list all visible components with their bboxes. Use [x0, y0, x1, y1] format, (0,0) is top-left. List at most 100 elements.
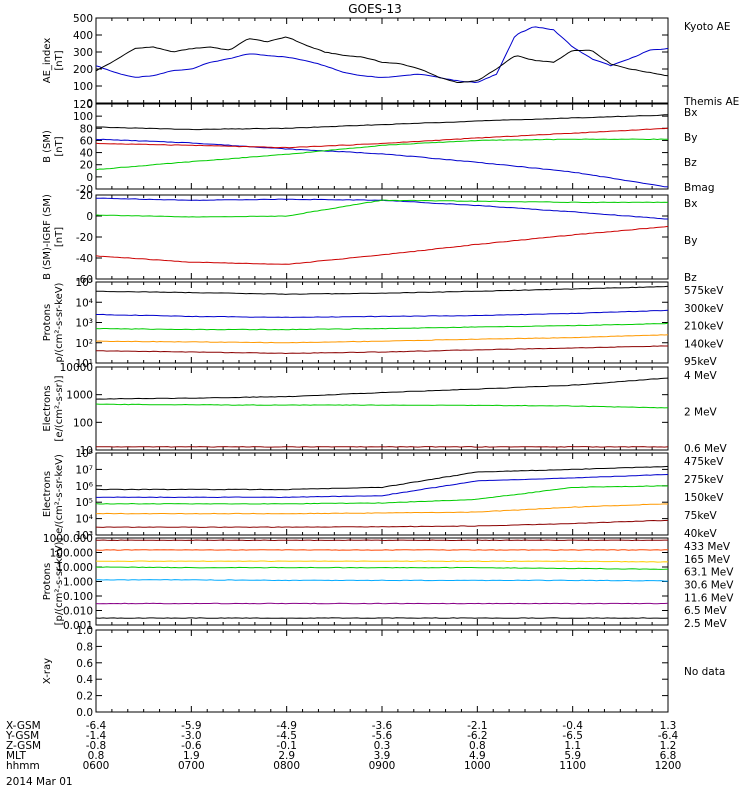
y-tick-label: 10.000 — [56, 562, 93, 574]
legend-entry: 63.1 MeV — [684, 567, 734, 579]
ephemeris-row-label: X-GSM — [6, 720, 41, 732]
ephemeris-value: 0700 — [178, 760, 205, 772]
y-tick-label: -40 — [76, 253, 93, 265]
y-tick-label: 60 — [80, 135, 93, 147]
panel-frame — [95, 103, 669, 190]
date-label: 2014 Mar 01 — [6, 776, 73, 788]
y-axis-label: Electrons [e/(cm²-s-sr)] — [42, 375, 65, 441]
y-axis-label-line1: B (SM)-IGRF (SM) — [42, 194, 53, 280]
panel-7: 0.001 0.010 0.100 1.000 10.000 100.000 1000.00… — [42, 533, 734, 632]
series-line-1 — [95, 334, 669, 344]
y-tick-label: 10⁷ — [75, 464, 93, 476]
y-axis-label-line2: e/(cm²-s-sr-keV) — [54, 454, 65, 534]
y-tick-label: 20 — [80, 190, 93, 202]
ephemeris-value: -0.4 — [562, 720, 583, 732]
panel-4: 10¹ 10² 10³ 10⁴ 10⁵ Protons p/(cm²-s-sr-keV) 57… — [42, 277, 724, 370]
panel-frame — [95, 366, 669, 451]
y-tick-label: 1.0 — [76, 625, 93, 637]
ephemeris-value: -3.6 — [372, 720, 393, 732]
series-line-5 — [95, 602, 669, 605]
ephemeris-value: -6.2 — [467, 730, 488, 742]
ephemeris-value: 0900 — [369, 760, 396, 772]
legend-entry: Bz — [684, 272, 697, 284]
y-axis-label: Protons [p/(cm²-s-sr-keV)] — [42, 538, 65, 626]
ephemeris-value: -5.6 — [372, 730, 393, 742]
y-tick-label: 100.000 — [50, 548, 93, 560]
y-axis-label-line2: [nT] — [54, 227, 65, 247]
y-axis-label-line2: p/(cm²-s-sr-keV) — [54, 282, 65, 362]
series-line-2 — [95, 560, 669, 563]
y-axis-label: Protons p/(cm²-s-sr-keV) — [42, 282, 65, 362]
y-tick-label: -20 — [76, 232, 93, 244]
y-tick-label: 0.6 — [76, 658, 93, 670]
series-line-1 — [95, 138, 669, 171]
legend-entry: 11.6 MeV — [684, 592, 734, 604]
series-line-0 — [96, 197, 668, 220]
ephemeris-row-label: hhmm — [6, 760, 40, 772]
y-tick-label: 0.100 — [63, 591, 93, 603]
y-axis-label-line2: [e/(cm²-s-sr)] — [54, 375, 65, 441]
legend-entry: 95keV — [684, 356, 718, 368]
y-tick-label: 1000 — [66, 390, 93, 402]
ephemeris-value: -1.4 — [86, 730, 107, 742]
ephemeris-value: -6.4 — [86, 720, 107, 732]
ephemeris-value: 3.9 — [374, 750, 391, 762]
series-line-2 — [95, 485, 669, 505]
legend-entry: Bx — [684, 198, 697, 210]
ephemeris-value: 4.9 — [469, 750, 486, 762]
y-axis-label-line2: [nT] — [54, 136, 65, 156]
y-tick-label: 0.4 — [76, 674, 93, 686]
y-tick-label: 100 — [73, 417, 93, 429]
legend-entry: Bmag — [684, 182, 715, 194]
y-tick-label: 10 — [80, 445, 93, 457]
ephemeris-row-label: Y-GSM — [5, 730, 39, 742]
y-tick-label: 0.8 — [76, 641, 93, 653]
legend-entry: 6.5 MeV — [684, 605, 728, 617]
panel-frame — [95, 17, 669, 104]
ephemeris-table: X-GSM -6.4 -5.9 -4.9 -3.6 -2.1 -0.4 1.3 Y-GSM -1.… — [5, 720, 681, 772]
legend-entry: 575keV — [684, 285, 724, 297]
legend-entry: 2 MeV — [684, 407, 718, 419]
legend-entry: 475keV — [684, 456, 724, 468]
legend-entry: 75keV — [684, 510, 718, 522]
y-tick-label: 10⁵ — [75, 497, 93, 509]
ephemeris-value: 5.9 — [564, 750, 581, 762]
ephemeris-value: -0.1 — [276, 740, 297, 752]
legend-entry: 165 MeV — [684, 554, 731, 566]
series-line-1 — [95, 199, 669, 218]
y-tick-label: 200 — [73, 64, 93, 76]
y-tick-label: 20 — [80, 160, 93, 172]
y-axis-label-line1: Protons — [42, 304, 53, 341]
series-line-2 — [95, 127, 669, 149]
y-tick-label: 10⁴ — [75, 297, 93, 309]
ephemeris-value: -6.5 — [562, 730, 583, 742]
y-tick-label: 0.001 — [63, 620, 93, 632]
y-tick-label: 0.2 — [76, 691, 93, 703]
ephemeris-value: -4.9 — [276, 720, 297, 732]
y-tick-label: 100 — [73, 81, 93, 93]
series-line-0 — [95, 519, 669, 528]
ephemeris-value: -5.9 — [181, 720, 202, 732]
y-tick-label: 0 — [86, 98, 93, 110]
legend-entry: 300keV — [684, 303, 724, 315]
ephemeris-value: 1000 — [464, 760, 491, 772]
y-tick-label: 100 — [73, 111, 93, 123]
ephemeris-value: 0.8 — [88, 750, 105, 762]
y-axis-label: B (SM) [nT] — [42, 130, 65, 163]
series-line-1 — [95, 403, 669, 409]
y-tick-label: 0 — [86, 211, 93, 223]
ephemeris-value: -3.0 — [181, 730, 202, 742]
ephemeris-value: 1.2 — [660, 740, 677, 752]
legend-entry: 2.5 MeV — [684, 618, 728, 630]
ephemeris-row-label: MLT — [6, 750, 26, 762]
series-line-0 — [95, 26, 669, 84]
y-tick-label: 120 — [73, 99, 93, 111]
y-tick-label: 1000.000 — [43, 533, 93, 545]
series-line-2 — [95, 225, 669, 265]
y-axis-label-line1: B (SM) — [42, 130, 53, 163]
panel-frame — [95, 281, 669, 364]
series-line-1 — [95, 36, 669, 83]
